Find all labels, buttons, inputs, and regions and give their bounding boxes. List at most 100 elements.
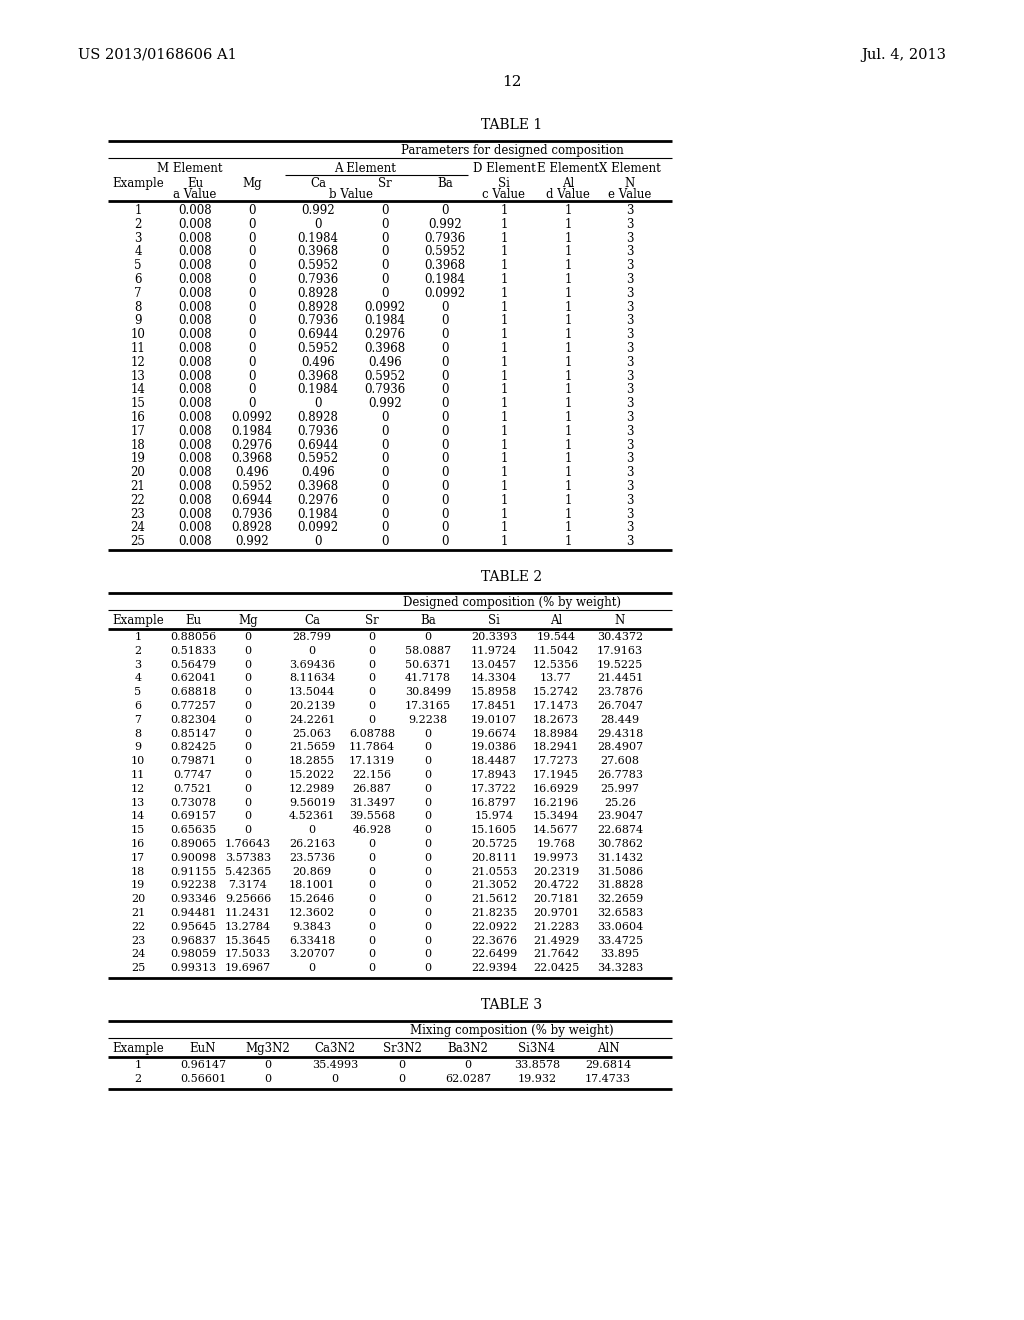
Text: 0.0992: 0.0992 xyxy=(231,411,272,424)
Text: 21.3052: 21.3052 xyxy=(471,880,517,891)
Text: 0.5952: 0.5952 xyxy=(297,342,339,355)
Text: 0: 0 xyxy=(441,425,449,438)
Text: 19.6674: 19.6674 xyxy=(471,729,517,739)
Text: 19.0107: 19.0107 xyxy=(471,715,517,725)
Text: 3: 3 xyxy=(134,660,141,669)
Text: 0: 0 xyxy=(441,356,449,368)
Text: 21.5612: 21.5612 xyxy=(471,894,517,904)
Text: X Element: X Element xyxy=(599,162,660,176)
Text: 3: 3 xyxy=(627,521,634,535)
Text: 0: 0 xyxy=(369,867,376,876)
Text: 7: 7 xyxy=(134,715,141,725)
Text: 1: 1 xyxy=(501,425,508,438)
Text: 3: 3 xyxy=(627,273,634,286)
Text: 19.544: 19.544 xyxy=(537,632,575,642)
Text: 0.98059: 0.98059 xyxy=(170,949,216,960)
Text: 0: 0 xyxy=(369,949,376,960)
Text: 1: 1 xyxy=(564,411,571,424)
Text: 0.3968: 0.3968 xyxy=(424,259,466,272)
Text: 0.3968: 0.3968 xyxy=(297,370,339,383)
Text: 0: 0 xyxy=(369,894,376,904)
Text: 0: 0 xyxy=(424,840,431,849)
Text: 0: 0 xyxy=(248,329,256,341)
Text: 0: 0 xyxy=(245,756,252,766)
Text: 20.869: 20.869 xyxy=(293,867,332,876)
Text: 0.82304: 0.82304 xyxy=(170,715,216,725)
Text: 0: 0 xyxy=(441,301,449,314)
Text: 0: 0 xyxy=(248,301,256,314)
Text: 0.82425: 0.82425 xyxy=(170,742,216,752)
Text: 0: 0 xyxy=(424,964,431,973)
Text: 0.496: 0.496 xyxy=(301,466,335,479)
Text: 4.52361: 4.52361 xyxy=(289,812,335,821)
Text: 22: 22 xyxy=(131,921,145,932)
Text: 8.11634: 8.11634 xyxy=(289,673,335,684)
Text: 1: 1 xyxy=(501,286,508,300)
Text: 0: 0 xyxy=(245,660,252,669)
Text: 0: 0 xyxy=(441,342,449,355)
Text: Example: Example xyxy=(112,1041,164,1055)
Text: 20.2139: 20.2139 xyxy=(289,701,335,711)
Text: 0.7747: 0.7747 xyxy=(174,770,212,780)
Text: 26.887: 26.887 xyxy=(352,784,391,793)
Text: 3: 3 xyxy=(627,301,634,314)
Text: TABLE 3: TABLE 3 xyxy=(481,998,543,1012)
Text: b Value: b Value xyxy=(329,187,373,201)
Text: 0: 0 xyxy=(424,797,431,808)
Text: 0.008: 0.008 xyxy=(178,535,212,548)
Text: 3: 3 xyxy=(627,329,634,341)
Text: 10: 10 xyxy=(131,329,145,341)
Text: 0.992: 0.992 xyxy=(236,535,269,548)
Text: 58.0887: 58.0887 xyxy=(404,645,451,656)
Text: 25.26: 25.26 xyxy=(604,797,636,808)
Text: 1: 1 xyxy=(564,521,571,535)
Text: 21.5659: 21.5659 xyxy=(289,742,335,752)
Text: 0: 0 xyxy=(381,231,389,244)
Text: 0: 0 xyxy=(245,770,252,780)
Text: Si: Si xyxy=(488,614,500,627)
Text: 0: 0 xyxy=(381,521,389,535)
Text: 0: 0 xyxy=(264,1073,271,1084)
Text: 0: 0 xyxy=(381,453,389,466)
Text: 0: 0 xyxy=(424,921,431,932)
Text: EuN: EuN xyxy=(189,1041,216,1055)
Text: 13.0457: 13.0457 xyxy=(471,660,517,669)
Text: 1: 1 xyxy=(501,383,508,396)
Text: 0.3968: 0.3968 xyxy=(231,453,272,466)
Text: 1: 1 xyxy=(501,535,508,548)
Text: 22.6499: 22.6499 xyxy=(471,949,517,960)
Text: 0: 0 xyxy=(248,314,256,327)
Text: 0.1984: 0.1984 xyxy=(231,425,272,438)
Text: 0.6944: 0.6944 xyxy=(297,329,339,341)
Text: 3: 3 xyxy=(627,286,634,300)
Text: 3.69436: 3.69436 xyxy=(289,660,335,669)
Text: e Value: e Value xyxy=(608,187,651,201)
Text: 0: 0 xyxy=(369,840,376,849)
Text: 27.608: 27.608 xyxy=(600,756,640,766)
Text: 0: 0 xyxy=(441,329,449,341)
Text: 0: 0 xyxy=(381,535,389,548)
Text: 0.008: 0.008 xyxy=(178,411,212,424)
Text: 1: 1 xyxy=(501,466,508,479)
Text: 1: 1 xyxy=(564,535,571,548)
Text: 0: 0 xyxy=(441,314,449,327)
Text: 10: 10 xyxy=(131,756,145,766)
Text: 22.0425: 22.0425 xyxy=(532,964,580,973)
Text: 0.5952: 0.5952 xyxy=(297,453,339,466)
Text: 0: 0 xyxy=(381,259,389,272)
Text: 1: 1 xyxy=(501,508,508,520)
Text: 0: 0 xyxy=(369,921,376,932)
Text: 0: 0 xyxy=(441,521,449,535)
Text: 1: 1 xyxy=(501,370,508,383)
Text: 0.91155: 0.91155 xyxy=(170,867,216,876)
Text: 1: 1 xyxy=(501,356,508,368)
Text: 0.7936: 0.7936 xyxy=(297,273,339,286)
Text: 6.08788: 6.08788 xyxy=(349,729,395,739)
Text: 12: 12 xyxy=(131,784,145,793)
Text: 0.1984: 0.1984 xyxy=(365,314,406,327)
Text: 0: 0 xyxy=(369,936,376,945)
Text: 5: 5 xyxy=(134,688,141,697)
Text: 2: 2 xyxy=(134,645,141,656)
Text: 22.6874: 22.6874 xyxy=(597,825,643,836)
Text: 1.76643: 1.76643 xyxy=(225,840,271,849)
